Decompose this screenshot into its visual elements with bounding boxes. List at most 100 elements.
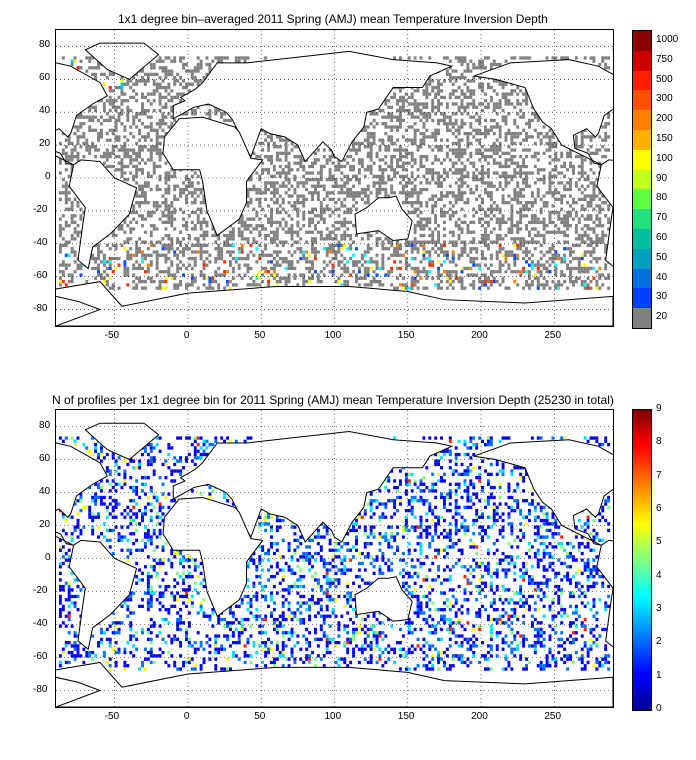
data-cell bbox=[61, 56, 65, 60]
data-cell bbox=[448, 118, 452, 123]
data-cell bbox=[404, 194, 408, 198]
data-cell bbox=[158, 108, 162, 113]
data-cell bbox=[108, 108, 112, 113]
data-cell bbox=[378, 237, 382, 241]
data-cell bbox=[607, 112, 611, 116]
data-cell bbox=[73, 237, 77, 241]
data-cell bbox=[595, 224, 599, 228]
data-cell bbox=[117, 227, 121, 231]
data-cell bbox=[190, 72, 194, 77]
data-cell bbox=[152, 505, 156, 509]
data-cell bbox=[182, 181, 185, 185]
data-cell bbox=[571, 250, 575, 254]
data-cell bbox=[270, 230, 273, 234]
data-cell bbox=[495, 240, 499, 244]
data-cell bbox=[428, 256, 432, 261]
data-cell bbox=[463, 266, 467, 271]
data-cell bbox=[102, 495, 106, 500]
data-cell bbox=[91, 128, 95, 132]
data-cell bbox=[275, 250, 279, 254]
data-cell bbox=[469, 260, 473, 264]
data-cell bbox=[560, 230, 564, 234]
data-cell bbox=[583, 178, 587, 182]
data-cell bbox=[445, 122, 449, 126]
data-cell bbox=[574, 256, 578, 261]
data-cell bbox=[516, 125, 520, 129]
data-cell bbox=[176, 95, 180, 100]
data-cell bbox=[498, 227, 502, 231]
data-cell bbox=[152, 279, 156, 284]
data-cell bbox=[574, 279, 578, 284]
data-cell bbox=[592, 59, 596, 63]
data-cell bbox=[510, 220, 514, 225]
data-cell bbox=[498, 62, 502, 67]
data-cell bbox=[442, 518, 446, 523]
data-cell bbox=[152, 459, 156, 463]
data-cell bbox=[454, 502, 458, 506]
data-cell bbox=[184, 174, 188, 178]
data-cell bbox=[179, 279, 183, 284]
data-cell bbox=[404, 161, 408, 165]
data-cell bbox=[404, 286, 408, 290]
data-cell bbox=[428, 436, 432, 440]
data-cell bbox=[158, 76, 162, 80]
data-cell bbox=[401, 161, 405, 165]
data-cell bbox=[228, 439, 232, 443]
data-cell bbox=[472, 89, 476, 93]
data-cell bbox=[73, 59, 77, 63]
data-cell bbox=[85, 69, 89, 73]
data-cell bbox=[369, 112, 373, 116]
data-cell bbox=[173, 210, 177, 215]
data-cell bbox=[120, 224, 124, 228]
data-cell bbox=[199, 253, 203, 257]
data-cell bbox=[319, 164, 323, 169]
data-cell bbox=[384, 479, 388, 483]
data-cell bbox=[146, 502, 150, 506]
data-cell bbox=[398, 99, 402, 103]
data-cell bbox=[486, 237, 490, 241]
data-cell bbox=[91, 105, 95, 109]
data-cell bbox=[287, 266, 291, 271]
data-cell bbox=[360, 256, 364, 261]
data-cell bbox=[349, 207, 353, 211]
data-cell bbox=[58, 233, 62, 238]
data-cell bbox=[275, 187, 279, 192]
data-cell bbox=[463, 286, 467, 290]
data-cell bbox=[319, 237, 323, 241]
data-cell bbox=[398, 115, 402, 119]
data-cell bbox=[390, 141, 394, 146]
data-cell bbox=[486, 105, 490, 109]
data-cell bbox=[481, 174, 485, 178]
data-cell bbox=[457, 138, 461, 142]
data-cell bbox=[437, 459, 441, 463]
data-cell bbox=[448, 240, 452, 244]
data-cell bbox=[428, 489, 432, 493]
data-cell bbox=[299, 164, 303, 169]
data-cell bbox=[334, 164, 338, 169]
data-cell bbox=[484, 181, 487, 185]
data-cell bbox=[536, 158, 540, 162]
data-cell bbox=[123, 82, 127, 86]
data-cell bbox=[94, 446, 98, 450]
data-cell bbox=[486, 171, 490, 175]
data-cell bbox=[586, 217, 590, 221]
data-cell bbox=[442, 233, 446, 238]
data-cell bbox=[574, 145, 578, 149]
data-cell bbox=[519, 187, 523, 192]
data-cell bbox=[270, 191, 273, 195]
data-cell bbox=[495, 509, 499, 513]
data-cell bbox=[390, 158, 394, 162]
data-cell bbox=[226, 436, 229, 440]
data-cell bbox=[469, 505, 473, 509]
data-cell bbox=[123, 135, 127, 139]
data-cell bbox=[495, 161, 499, 165]
data-cell bbox=[270, 266, 273, 271]
data-cell bbox=[258, 191, 262, 195]
data-cell bbox=[410, 525, 414, 529]
data-cell bbox=[91, 256, 95, 261]
data-cell bbox=[123, 154, 127, 159]
data-cell bbox=[217, 59, 221, 63]
data-cell bbox=[246, 237, 250, 241]
data-cell bbox=[451, 230, 455, 234]
data-cell bbox=[489, 462, 493, 467]
